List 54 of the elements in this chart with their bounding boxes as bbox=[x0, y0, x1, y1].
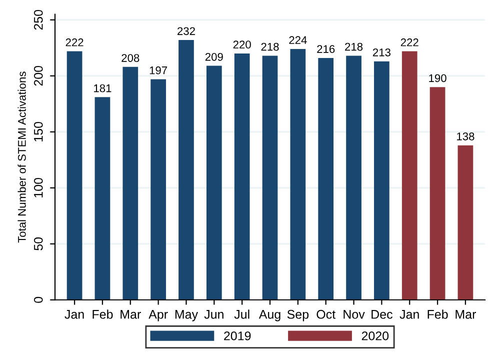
x-tick-label: Jun bbox=[204, 310, 224, 319]
y-tick-label: 200 bbox=[34, 66, 43, 86]
data-label: 218 bbox=[261, 42, 279, 51]
bar bbox=[458, 145, 474, 300]
bar bbox=[346, 56, 362, 300]
legend-label: 2019 bbox=[224, 331, 251, 340]
x-tick-label: May bbox=[175, 310, 198, 322]
bar bbox=[122, 66, 138, 300]
bar bbox=[234, 53, 250, 300]
y-axis-title: Total Number of STEMI Activations bbox=[18, 72, 26, 243]
data-label: 216 bbox=[317, 45, 335, 53]
data-label: 190 bbox=[429, 74, 446, 82]
x-tick-label: Aug bbox=[258, 310, 280, 322]
data-label: 213 bbox=[372, 48, 390, 56]
data-label: 232 bbox=[178, 27, 195, 36]
data-label: 181 bbox=[94, 84, 112, 92]
x-tick-label: Jan bbox=[64, 310, 84, 319]
x-tick-label: Apr bbox=[148, 310, 168, 322]
x-tick-label: Dec bbox=[372, 310, 392, 319]
x-tick-label: Mar bbox=[456, 310, 476, 319]
data-label: 218 bbox=[345, 42, 363, 51]
bar bbox=[318, 58, 334, 300]
y-tick-label: 250 bbox=[34, 10, 43, 30]
x-tick-label: Oct bbox=[316, 310, 336, 319]
x-tick-label: Mar bbox=[120, 310, 141, 319]
legend-label: 2020 bbox=[362, 331, 389, 340]
data-label: 220 bbox=[233, 40, 251, 49]
data-label: 222 bbox=[400, 38, 418, 46]
bar bbox=[206, 66, 222, 300]
data-label: 138 bbox=[457, 132, 474, 140]
bar bbox=[430, 87, 446, 300]
bar bbox=[374, 61, 390, 300]
x-tick-label: Sep bbox=[287, 310, 309, 322]
bar bbox=[262, 56, 278, 300]
data-label: 224 bbox=[289, 36, 307, 44]
y-tick-label: 50 bbox=[34, 237, 43, 250]
bar bbox=[290, 49, 306, 300]
y-tick-label: 0 bbox=[34, 296, 43, 303]
bar bbox=[150, 79, 166, 300]
data-label: 209 bbox=[205, 52, 223, 61]
x-tick-label: Feb bbox=[92, 310, 113, 319]
bar bbox=[402, 51, 418, 300]
x-tick-label: Feb bbox=[428, 310, 448, 319]
bar bbox=[66, 51, 82, 300]
data-label: 222 bbox=[66, 38, 84, 46]
data-label: 208 bbox=[122, 54, 140, 62]
x-tick-label: Jul bbox=[234, 310, 250, 319]
bar bbox=[94, 97, 110, 300]
x-tick-label: Nov bbox=[344, 310, 365, 319]
data-label: 197 bbox=[150, 66, 168, 74]
y-tick-label: 150 bbox=[34, 122, 43, 142]
x-tick-label: Jan bbox=[400, 310, 419, 319]
y-tick-label: 100 bbox=[34, 178, 43, 198]
bar bbox=[178, 40, 194, 300]
